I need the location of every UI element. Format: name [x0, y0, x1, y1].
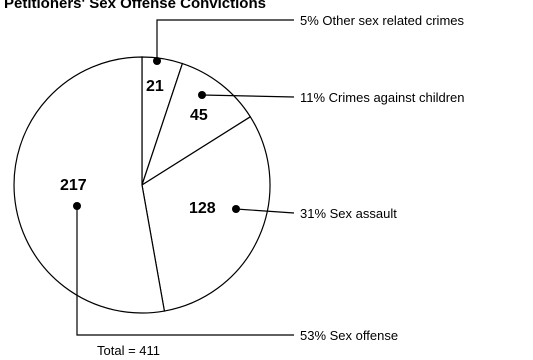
- leader-line: [235, 208, 295, 214]
- pie-slice-2: [140, 62, 252, 187]
- slice-count-label: 45: [190, 107, 208, 124]
- total-label: Total = 411: [97, 343, 160, 358]
- slice-legend-label: 11% Crimes against children: [300, 90, 465, 105]
- leader-line: [76, 206, 294, 336]
- slice-count-label: 128: [189, 200, 216, 217]
- slice-legend-label: 31% Sex assault: [300, 206, 397, 221]
- leader-line: [156, 19, 294, 61]
- chart-title: Petitioners' Sex Offense Convictions: [4, 0, 266, 12]
- slice-labels: 21 5% Other sex related crimes 45 11% Crime…: [60, 13, 465, 343]
- slice-legend-label: 53% Sex offense: [300, 328, 398, 343]
- pie-slice-3: [141, 115, 271, 312]
- slice-legend-label: 5% Other sex related crimes: [300, 13, 465, 28]
- pie-slice-4: [13, 56, 166, 314]
- slice-count-label: 217: [60, 177, 87, 194]
- slice-count-label: 21: [146, 78, 164, 95]
- leader-lines: [73, 19, 295, 336]
- leader-line: [201, 94, 295, 98]
- pie-slices: [13, 56, 271, 314]
